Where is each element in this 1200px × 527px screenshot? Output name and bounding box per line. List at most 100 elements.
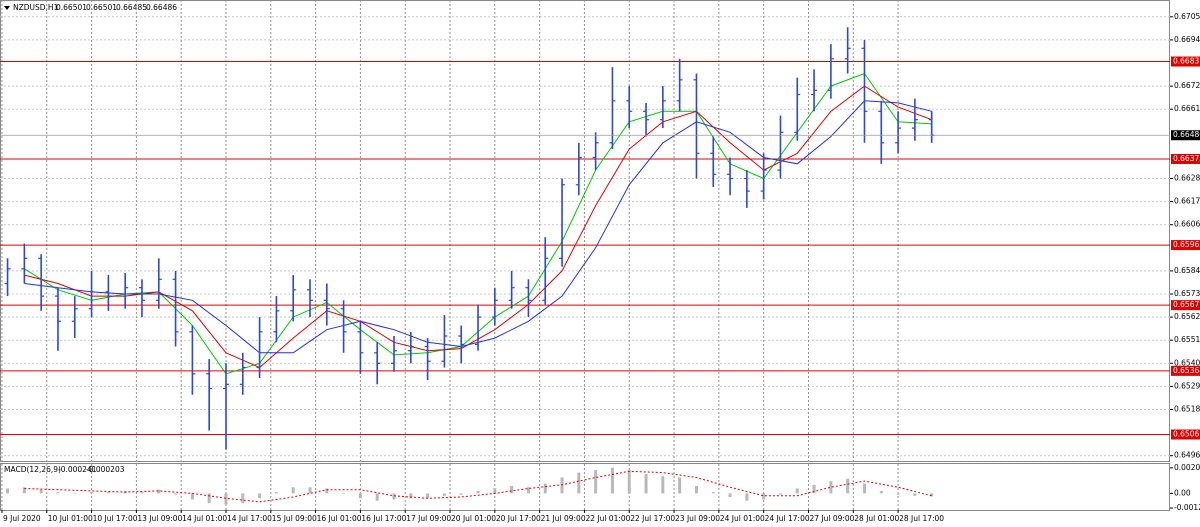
macd-bar [678, 477, 682, 494]
macd-bar [896, 493, 900, 495]
macd-value: -0.000203 [86, 465, 125, 474]
macd-bar [56, 492, 60, 494]
level-label: 0.66373 [1173, 154, 1200, 163]
macd-bar [375, 493, 379, 501]
x-tick-label: 20 Jul 17:00 [496, 514, 541, 523]
x-tick-label: 14 Jul 17:00 [227, 514, 272, 523]
macd-bar [157, 489, 161, 494]
level-label: 0.65963 [1173, 240, 1200, 249]
symbol: NZDUSD,H1 [13, 3, 59, 12]
main-pane [0, 0, 1170, 462]
macd-bar [728, 493, 732, 498]
y-tick-label: 0.002086 [1174, 463, 1200, 472]
macd-bar [22, 487, 26, 494]
macd-bar [795, 488, 799, 494]
macd-bar [459, 493, 463, 495]
macd-bar [241, 493, 245, 504]
macd-bar [526, 487, 530, 494]
macd-bar [39, 489, 43, 494]
x-tick-label: 10 Jul 17:00 [93, 514, 138, 523]
macd-bar [846, 478, 850, 494]
level-label-bg [1171, 429, 1200, 440]
x-tick-label: 15 Jul 09:00 [272, 514, 317, 523]
macd-bar [73, 493, 77, 494]
macd-bar [308, 487, 312, 494]
level-label-bg [1171, 300, 1200, 311]
macd-bar [258, 493, 262, 499]
macd-bar [342, 493, 346, 494]
x-tick-label: 10 Jul 01:00 [48, 514, 93, 523]
macd-bar [762, 493, 766, 500]
macd-bar [325, 488, 329, 494]
macd-bar [812, 484, 816, 494]
level-label-bg [1171, 240, 1200, 251]
macd-bar [594, 470, 598, 494]
macd-bar [862, 483, 866, 494]
macd-bar [207, 493, 211, 504]
x-tick-label: 16 Jul 17:00 [361, 514, 406, 523]
header-value: 0.66485 [116, 3, 147, 12]
y-tick-label: 0.64960 [1174, 451, 1200, 460]
macd-bar [224, 493, 228, 505]
macd-bar [644, 473, 648, 494]
x-tick-label: 14 Jul 01:00 [182, 514, 227, 523]
macd-title: MACD(12,26,9) [4, 465, 61, 474]
macd-bar [274, 492, 278, 494]
header-value: 0.66501 [86, 3, 117, 12]
macd-bar [140, 492, 144, 494]
macd-bar [442, 493, 446, 496]
macd-bar [577, 472, 581, 494]
macd-bar [358, 493, 362, 499]
macd-bar [745, 493, 749, 501]
y-tick-label: 0.00 [1174, 488, 1191, 497]
x-tick-label: 13 Jul 09:00 [137, 514, 182, 523]
macd-bar [610, 467, 614, 494]
macd-bar [930, 493, 934, 497]
macd-bar [190, 493, 194, 500]
level-label: 0.65364 [1173, 366, 1200, 375]
current-price-bg [1171, 130, 1200, 141]
level-label-bg [1171, 365, 1200, 376]
macd-bar [543, 483, 547, 494]
x-tick-label: 16 Jul 01:00 [317, 514, 362, 523]
header-value: 0.66486 [146, 3, 177, 12]
macd-signal [24, 470, 932, 503]
x-tick-label: 9 Jul 2020 [3, 514, 41, 523]
x-tick-label: 22 Jul 01:00 [585, 514, 630, 523]
macd-bar [627, 470, 631, 494]
macd-bar [493, 488, 497, 494]
macd-bar [829, 481, 833, 494]
x-tick-label: 17 Jul 09:00 [406, 514, 451, 523]
menu-arrow[interactable] [4, 6, 10, 10]
level-label: 0.65061 [1173, 429, 1200, 438]
header-value: 0.66501 [56, 3, 87, 12]
macd-bar [694, 486, 698, 494]
y-tick-label: -0.001200 [1174, 503, 1200, 512]
level-label-bg [1171, 56, 1200, 67]
x-tick-label: 23 Jul 09:00 [675, 514, 720, 523]
macd-bar [409, 493, 413, 499]
macd-bar [291, 487, 295, 494]
macd-bar [174, 493, 178, 495]
x-tick-label: 28 Jul 01:00 [854, 514, 899, 523]
level-label: 0.65677 [1173, 300, 1200, 309]
macd-bar [476, 490, 480, 494]
macd-bar [778, 493, 782, 495]
macd-bar [392, 493, 396, 500]
x-tick-label: 20 Jul 01:00 [451, 514, 496, 523]
macd-pane [0, 463, 1170, 511]
macd-bar [510, 486, 514, 494]
